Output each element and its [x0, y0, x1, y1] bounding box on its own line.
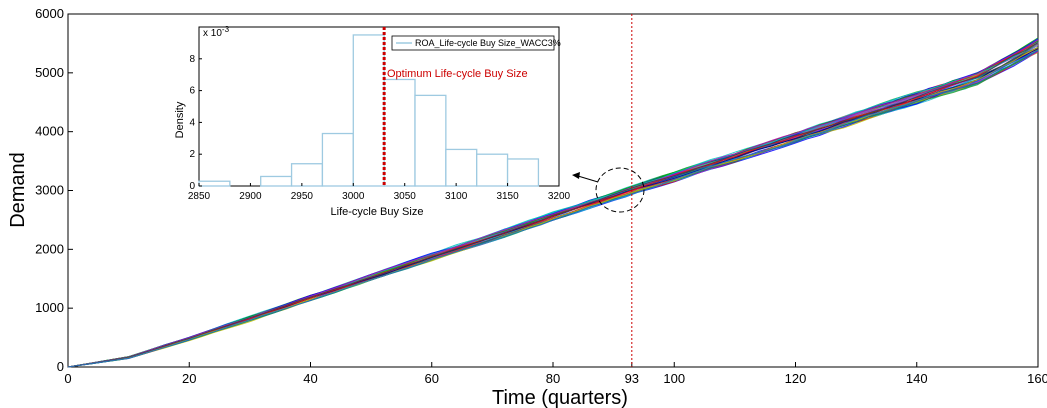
demand-paths	[67, 37, 1039, 368]
main-y-tick-label: 3000	[35, 183, 64, 198]
main-x-tick-label: 140	[906, 371, 928, 386]
main-x-tick-label: 40	[303, 371, 317, 386]
inset-x-tick-label: 3000	[342, 191, 365, 202]
inset-legend-box	[391, 35, 555, 51]
histogram-bar	[445, 148, 478, 187]
demand-path	[67, 49, 1039, 368]
main-x-tick-label: 100	[663, 371, 685, 386]
inset-x-tick-label: 3200	[548, 191, 571, 202]
optimum-label: Optimum Life-cycle Buy Size	[387, 68, 528, 80]
inset-x-tick-label: 2850	[188, 191, 211, 202]
inset-x-tick-label: 2900	[239, 191, 262, 202]
main-x-tick-label: 160	[1027, 371, 1047, 386]
main-x-tick-label: 20	[182, 371, 196, 386]
inset-legend-label: ROA_Life-cycle Buy Size_WACC3%	[415, 38, 561, 48]
inset-y-tick-label: 6	[189, 86, 195, 97]
main-x-axis-title: Time (quarters)	[492, 387, 628, 408]
inset-y-tick-label: 4	[189, 117, 195, 128]
histogram-bar	[290, 163, 324, 187]
inset-y-exponent-base: x 10	[203, 28, 222, 39]
inset-y-tick-label: 2	[189, 149, 195, 160]
inset-x-tick-label: 3100	[445, 191, 468, 202]
main-x-tick-label: 120	[785, 371, 807, 386]
histogram-bar	[383, 78, 416, 187]
main-y-tick-label: 2000	[35, 241, 64, 256]
demand-path	[67, 39, 1039, 368]
focus-arrow	[577, 175, 599, 183]
demand-path	[67, 42, 1039, 368]
focus-ellipse	[595, 167, 645, 213]
main-x-tick-label: 60	[425, 371, 439, 386]
histogram-bar	[476, 153, 509, 187]
histogram-bar	[260, 175, 293, 187]
inset-y-tick-label: 0	[189, 181, 195, 192]
main-y-tick-label: 6000	[35, 6, 64, 21]
inset-y-axis-title: Density	[174, 101, 186, 138]
main-y-tick-label: 5000	[35, 65, 64, 80]
inset-histogram-bars	[198, 34, 540, 187]
main-y-tick-label: 1000	[35, 300, 64, 315]
main-axis-ticks: 0 20 40 60 80 93 100 120 140 16001000200030004000…	[35, 6, 1047, 386]
inset-y-exponent-power: -3	[222, 25, 230, 34]
inset-axis-ticks: 2850 2900 2950 3000 3050 3100 3150 3200 0 2 4 6 8	[188, 54, 571, 202]
inset-x-tick-label: 3150	[496, 191, 519, 202]
main-y-axis-title: Demand	[7, 152, 29, 228]
histogram-bar	[506, 158, 540, 187]
histogram-bar	[414, 94, 447, 187]
inset-x-axis-title: Life-cycle Buy Size	[331, 206, 424, 218]
inset-y-tick-label: 8	[189, 54, 195, 65]
histogram-bar	[352, 34, 385, 187]
main-y-tick-label: 0	[57, 359, 64, 374]
histogram-bar	[321, 132, 354, 187]
main-x-tick-label: 80	[546, 371, 560, 386]
inset-x-tick-label: 3050	[394, 191, 417, 202]
histogram-bar	[198, 180, 231, 187]
inset-x-tick-label: 2950	[291, 191, 314, 202]
inset-y-exponent: x 10-3	[203, 25, 230, 39]
main-y-tick-label: 4000	[35, 124, 64, 139]
main-x-tick-label: 93	[625, 371, 639, 386]
main-x-tick-label: 0	[64, 371, 71, 386]
focus-arrowhead	[572, 172, 580, 179]
